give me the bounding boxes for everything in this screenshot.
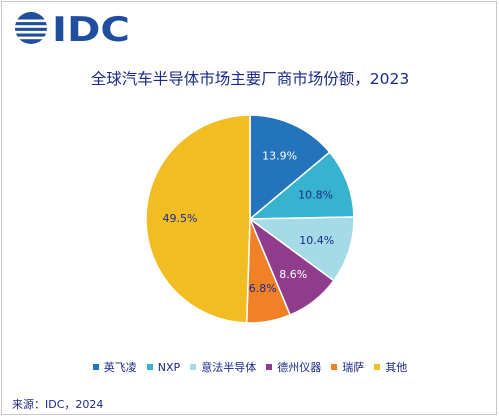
legend: 英飞凌 NXP 意法半导体 德州仪器 瑞萨 其他 <box>0 359 500 375</box>
slice-label: 8.6% <box>279 268 307 281</box>
legend-item: 英飞凌 <box>92 359 137 375</box>
slice-label: 10.8% <box>298 188 333 201</box>
slice-label: 49.5% <box>163 212 198 225</box>
globe-icon <box>14 12 48 44</box>
pie-labels: 13.9% 10.8% 10.4% 8.6%6.8% 49.5% <box>163 150 335 295</box>
legend-swatch <box>331 364 338 370</box>
pie-slice <box>249 114 331 221</box>
chart-title: 全球汽车半导体市场主要厂商市场份额，2023 <box>90 70 410 88</box>
idc-logo: IDC <box>14 10 130 46</box>
legend-item: 瑞萨 <box>331 359 364 375</box>
legend-item: 意法半导体 <box>190 359 256 375</box>
legend-swatch <box>374 364 381 370</box>
slice-label: 6.8% <box>249 282 277 295</box>
logo-text: IDC <box>52 10 130 46</box>
legend-item: 德州仪器 <box>266 359 321 375</box>
legend-swatch <box>266 364 273 370</box>
legend-swatch <box>92 364 99 370</box>
legend-swatch <box>190 364 197 370</box>
legend-swatch <box>146 364 153 370</box>
pie-slices <box>145 114 355 324</box>
legend-label: 英飞凌 <box>103 361 137 374</box>
legend-item: NXP <box>146 360 181 374</box>
pie-slice <box>145 114 251 324</box>
source-note: 来源：IDC，2024 <box>12 398 104 411</box>
legend-label: 其他 <box>385 361 408 374</box>
legend-label: 瑞萨 <box>342 361 365 374</box>
pie-slice <box>247 151 355 220</box>
slice-label: 10.4% <box>299 234 334 247</box>
legend-label: NXP <box>157 360 181 374</box>
legend-label: 德州仪器 <box>277 361 322 374</box>
legend-item: 其他 <box>374 359 407 375</box>
legend-label: 意法半导体 <box>201 361 257 374</box>
slice-label: 13.9% <box>262 150 297 163</box>
